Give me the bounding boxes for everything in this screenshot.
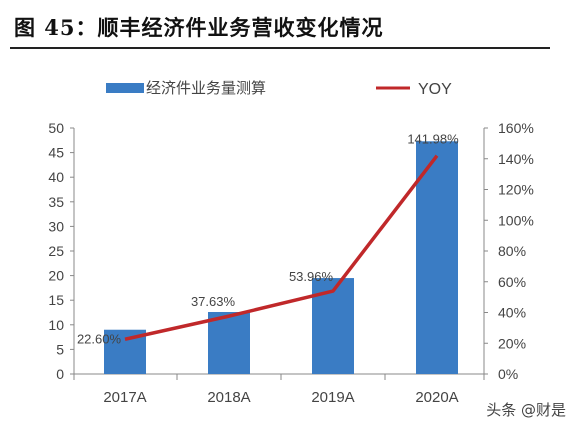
right-axis-tick-label: 140%: [498, 151, 534, 167]
yoy-line: [124, 154, 439, 341]
legend-line-label: YOY: [418, 81, 452, 98]
legend-bar-swatch: [106, 83, 144, 93]
yoy-data-label: 141.98%: [407, 132, 459, 147]
x-axis-tick-label: 2017A: [103, 389, 146, 406]
right-axis-tick-label: 80%: [498, 243, 526, 259]
left-axis-tick-label: 30: [48, 218, 64, 234]
title-divider: [10, 47, 550, 49]
right-axis-tick-label: 120%: [498, 182, 534, 198]
left-axis-tick-label: 35: [48, 194, 64, 210]
yoy-data-label: 22.60%: [77, 331, 122, 346]
yoy-data-label: 37.63%: [191, 294, 236, 309]
left-axis-tick-label: 50: [48, 120, 64, 136]
left-axis-tick-label: 0: [56, 366, 64, 382]
right-axis-tick-label: 160%: [498, 120, 534, 136]
right-axis-tick-label: 20%: [498, 335, 526, 351]
bar: [208, 312, 250, 374]
left-axis-tick-label: 10: [48, 317, 64, 333]
legend-bar-label: 经济件业务量测算: [146, 79, 266, 97]
left-axis-tick-label: 40: [48, 169, 64, 185]
figure-title-bar: 图 45：顺丰经济件业务营收变化情况: [0, 0, 588, 49]
right-axis-tick-label: 60%: [498, 274, 526, 290]
right-axis-tick-label: 100%: [498, 212, 534, 228]
x-axis-tick-label: 2020A: [415, 389, 458, 406]
left-axis-tick-label: 20: [48, 268, 64, 284]
bar: [416, 141, 458, 374]
left-axis-tick-label: 15: [48, 292, 64, 308]
left-axis-tick-label: 5: [56, 341, 64, 357]
x-axis-tick-label: 2019A: [311, 389, 354, 406]
right-axis-tick-label: 40%: [498, 305, 526, 321]
x-axis-tick-label: 2018A: [207, 389, 250, 406]
figure-title: 图 45：顺丰经济件业务营收变化情况: [14, 15, 384, 40]
yoy-data-label: 53.96%: [289, 269, 334, 284]
left-axis-tick-label: 25: [48, 243, 64, 259]
left-axis-tick-label: 45: [48, 145, 64, 161]
right-axis-tick-label: 0%: [498, 366, 518, 382]
watermark: 头条 @财是: [486, 401, 566, 419]
